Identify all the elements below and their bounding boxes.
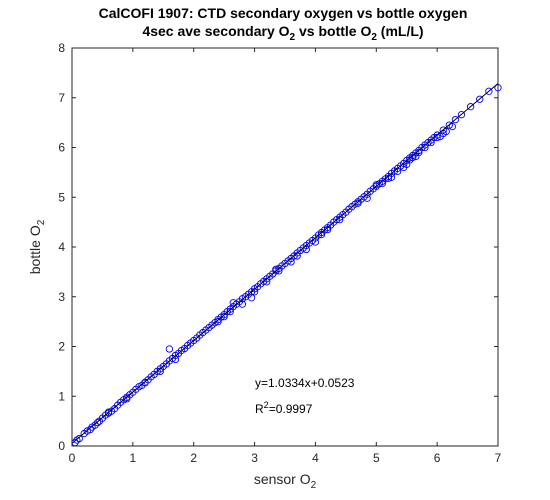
data-point — [448, 122, 457, 131]
data-point — [226, 308, 234, 316]
data-point — [363, 194, 371, 202]
data-point — [220, 312, 228, 321]
y-tick-label: 0 — [58, 439, 65, 453]
data-point — [406, 156, 414, 164]
data-point — [229, 299, 237, 307]
data-point — [387, 173, 396, 182]
y-tick-label: 1 — [58, 389, 65, 403]
fit-equation: y=1.0334x+0.0523 — [255, 376, 355, 390]
x-tick-label: 5 — [373, 451, 380, 465]
data-point — [238, 300, 247, 308]
y-tick-label: 5 — [58, 190, 65, 204]
data-point — [272, 265, 280, 274]
data-point — [485, 87, 493, 95]
y-tick-label: 6 — [58, 141, 65, 155]
data-point — [476, 95, 484, 103]
data-point — [71, 438, 79, 447]
y-tick-label: 3 — [58, 290, 65, 304]
data-point — [451, 115, 460, 124]
data-point — [302, 245, 310, 254]
data-point — [141, 379, 149, 387]
data-point — [75, 434, 83, 443]
x-tick-label: 0 — [69, 451, 76, 465]
data-point — [93, 418, 102, 427]
data-point — [86, 425, 94, 434]
data-point — [123, 395, 131, 403]
x-tick-label: 6 — [434, 451, 441, 465]
x-axis-label: sensor O2 — [254, 471, 317, 491]
data-point — [494, 84, 502, 92]
x-tick-label: 2 — [190, 451, 197, 465]
x-tick-label: 3 — [251, 451, 258, 465]
data-point — [354, 199, 362, 207]
x-tick-label: 4 — [312, 451, 319, 465]
axis-ticks: 0 1 2 3 4 5 6 7 0 1 2 3 4 5 6 7 8 — [58, 41, 501, 465]
data-point — [466, 103, 475, 111]
y-tick-label: 7 — [58, 91, 65, 105]
x-tick-label: 1 — [130, 451, 137, 465]
data-point — [165, 345, 174, 353]
chart-subtitle: 4sec ave secondary O2 vs bottle O2 (mL/L… — [142, 23, 423, 43]
fit-line — [71, 83, 499, 444]
r-squared: R2=0.9997 — [255, 400, 313, 416]
y-axis-label: bottle O2 — [27, 219, 47, 274]
data-point — [457, 111, 466, 119]
data-point — [104, 409, 113, 417]
data-point — [311, 238, 320, 246]
x-tick-label: 7 — [495, 451, 502, 465]
data-point — [247, 294, 256, 302]
data-points — [71, 84, 502, 447]
y-tick-label: 2 — [58, 340, 65, 354]
data-point — [91, 421, 99, 429]
y-tick-label: 4 — [58, 240, 65, 254]
data-point — [317, 230, 326, 239]
data-point — [214, 317, 222, 326]
chart-title: CalCOFI 1907: CTD secondary oxygen vs bo… — [99, 5, 468, 21]
y-tick-label: 8 — [58, 41, 65, 55]
